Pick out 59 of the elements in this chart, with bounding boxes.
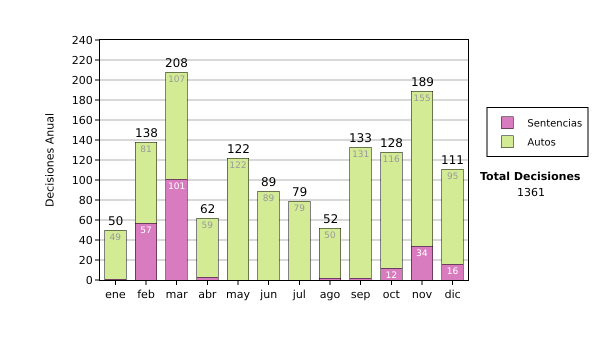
x-tick-label: ene — [105, 288, 126, 302]
total-label: 79 — [292, 185, 308, 199]
total-label: 89 — [261, 175, 276, 189]
x-tick-label: oct — [382, 288, 401, 302]
data-label: 155 — [413, 94, 431, 104]
y-tick-label: 20 — [78, 254, 93, 267]
data-label: 95 — [446, 172, 458, 182]
data-label: 81 — [140, 145, 152, 155]
x-tick-label: nov — [412, 288, 433, 302]
y-tick-label: 160 — [72, 114, 93, 127]
y-tick-label: 120 — [72, 154, 93, 167]
x-tick-label: feb — [137, 288, 155, 302]
y-axis-title: Decisiones Anual — [43, 112, 56, 208]
y-tick-label: 40 — [78, 234, 93, 247]
y-tick-label: 180 — [72, 94, 93, 107]
x-tick-label: jul — [292, 288, 306, 302]
x-tick-label: mar — [166, 288, 188, 302]
data-label: 50 — [324, 231, 336, 241]
data-label: 101 — [168, 182, 186, 192]
total-label: 122 — [227, 142, 250, 156]
total-label: 138 — [135, 126, 158, 140]
total-label: 50 — [108, 214, 124, 228]
y-tick-label: 200 — [72, 74, 93, 87]
data-label: 49 — [109, 233, 122, 243]
y-tick-label: 0 — [86, 274, 93, 287]
text: 1361 — [517, 186, 545, 199]
y-tick-label: 60 — [78, 214, 93, 227]
y-tick-label: 140 — [72, 134, 93, 147]
y-tick-label: 240 — [72, 34, 93, 47]
x-tick-label: jun — [259, 288, 278, 302]
y-tick-label: 80 — [78, 194, 93, 207]
total-label: 52 — [323, 212, 338, 226]
total-label: 133 — [349, 131, 372, 145]
total-label: 208 — [165, 56, 188, 70]
legend-label: Autos — [527, 138, 556, 149]
data-label: 34 — [416, 249, 428, 259]
text: Total Decisiones — [480, 170, 581, 183]
total-label: 62 — [200, 202, 216, 216]
data-label: 122 — [229, 161, 247, 171]
x-tick-label: may — [226, 288, 250, 302]
data-label: 59 — [201, 221, 214, 231]
total-label: 189 — [411, 75, 434, 89]
data-label: 116 — [382, 155, 400, 165]
x-tick-label: sep — [350, 288, 370, 302]
x-tick-label: dic — [444, 288, 461, 302]
data-label: 16 — [446, 267, 459, 277]
data-label: 107 — [168, 75, 186, 85]
y-tick-label: 220 — [72, 54, 93, 67]
data-label: 89 — [262, 194, 275, 204]
data-label: 57 — [140, 226, 152, 236]
data-label: 79 — [293, 204, 306, 214]
data-label: 12 — [386, 271, 398, 281]
x-tick-label: abr — [198, 288, 217, 302]
data-label: 131 — [352, 150, 370, 160]
x-tick-label: ago — [320, 288, 340, 302]
y-tick-label: 100 — [72, 174, 93, 187]
legend-label: Sentencias — [527, 118, 582, 130]
total-label: 128 — [380, 136, 403, 150]
total-label: 111 — [441, 153, 464, 167]
